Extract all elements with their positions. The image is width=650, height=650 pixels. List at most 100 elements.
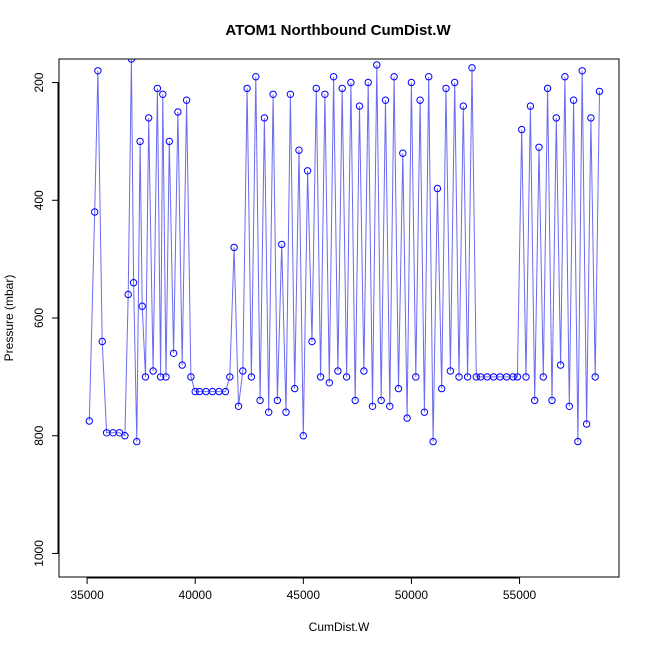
data-point bbox=[282, 408, 290, 416]
data-point bbox=[243, 84, 251, 93]
y-tick-label: 800 bbox=[32, 425, 46, 445]
x-tick-label: 45000 bbox=[287, 588, 321, 602]
data-point bbox=[182, 96, 191, 104]
data-point bbox=[347, 78, 355, 87]
data-point bbox=[390, 73, 398, 81]
data-point bbox=[256, 396, 264, 405]
data-point bbox=[295, 146, 303, 154]
data-point bbox=[403, 414, 411, 422]
data-point bbox=[569, 96, 578, 104]
data-point bbox=[303, 167, 312, 175]
data-point bbox=[539, 373, 547, 381]
data-point bbox=[124, 290, 132, 299]
x-tick-label: 35000 bbox=[70, 588, 104, 602]
data-point bbox=[342, 373, 351, 381]
data-points-group bbox=[85, 59, 604, 446]
data-point bbox=[565, 402, 573, 410]
data-point bbox=[321, 90, 329, 99]
x-axis-label: CumDist.W bbox=[309, 620, 370, 634]
data-point bbox=[138, 302, 146, 310]
data-point bbox=[299, 432, 307, 440]
data-point bbox=[373, 61, 381, 69]
data-point bbox=[162, 373, 170, 381]
chart-title: ATOM1 Northbound CumDist.W bbox=[225, 22, 451, 39]
data-point bbox=[364, 78, 372, 87]
y-tick-label: 400 bbox=[32, 190, 46, 210]
data-point bbox=[187, 373, 195, 381]
data-point bbox=[531, 396, 539, 405]
data-point bbox=[582, 420, 591, 428]
data-point bbox=[286, 90, 295, 99]
data-point bbox=[425, 73, 433, 81]
data-point bbox=[556, 361, 565, 369]
x-tick-label: 40000 bbox=[179, 588, 213, 602]
data-point bbox=[149, 367, 157, 375]
data-point bbox=[159, 90, 167, 99]
data-point bbox=[518, 125, 526, 134]
data-point bbox=[153, 84, 162, 93]
data-point bbox=[325, 379, 333, 387]
data-point bbox=[451, 78, 459, 87]
data-point bbox=[561, 73, 569, 81]
data-point bbox=[459, 102, 467, 110]
data-point bbox=[381, 96, 390, 104]
data-point bbox=[574, 437, 582, 446]
data-point bbox=[433, 184, 442, 193]
data-point bbox=[463, 373, 472, 381]
data-point bbox=[438, 384, 446, 393]
data-point bbox=[278, 240, 286, 249]
data-point bbox=[578, 67, 586, 75]
data-point bbox=[156, 373, 165, 381]
data-point bbox=[129, 279, 138, 287]
data-point bbox=[446, 367, 455, 375]
x-tick-label: 50000 bbox=[395, 588, 429, 602]
data-point bbox=[127, 59, 136, 63]
data-point bbox=[429, 437, 437, 446]
data-point bbox=[351, 396, 359, 405]
data-point bbox=[543, 84, 552, 93]
data-point bbox=[455, 373, 463, 381]
x-tick-label: 55000 bbox=[503, 588, 537, 602]
data-point bbox=[399, 149, 407, 157]
data-point bbox=[234, 402, 243, 410]
data-point bbox=[526, 102, 535, 110]
data-point bbox=[230, 243, 238, 252]
data-point bbox=[386, 402, 394, 410]
data-point bbox=[178, 361, 186, 369]
y-tick-label: 200 bbox=[32, 72, 46, 92]
data-point bbox=[226, 373, 234, 381]
data-point bbox=[145, 114, 153, 122]
data-point bbox=[269, 90, 277, 99]
data-point bbox=[334, 367, 342, 375]
data-point bbox=[239, 367, 247, 375]
data-point bbox=[472, 373, 480, 381]
y-tick-label: 600 bbox=[32, 308, 46, 328]
data-point bbox=[191, 387, 199, 396]
data-point bbox=[247, 373, 256, 381]
data-point bbox=[407, 78, 416, 87]
data-point bbox=[591, 373, 599, 381]
data-point bbox=[338, 84, 346, 93]
data-point bbox=[221, 387, 230, 396]
data-point bbox=[587, 114, 595, 122]
data-point bbox=[416, 96, 424, 104]
data-point bbox=[420, 408, 429, 416]
data-point bbox=[548, 396, 556, 405]
data-point bbox=[273, 396, 282, 405]
data-point bbox=[368, 402, 377, 410]
y-tick-label: 1000 bbox=[32, 540, 46, 567]
data-point bbox=[509, 373, 517, 381]
data-point bbox=[312, 84, 320, 93]
data-point bbox=[308, 337, 316, 346]
data-point bbox=[394, 384, 403, 393]
x-axis: 35000 40000 45000 50000 55000 bbox=[70, 577, 537, 602]
data-point bbox=[412, 373, 420, 381]
data-point bbox=[291, 384, 299, 393]
data-point bbox=[552, 114, 560, 122]
data-point bbox=[377, 396, 385, 405]
data-point bbox=[252, 73, 260, 81]
data-point bbox=[85, 417, 94, 425]
data-point bbox=[513, 373, 522, 381]
data-point bbox=[316, 373, 325, 381]
